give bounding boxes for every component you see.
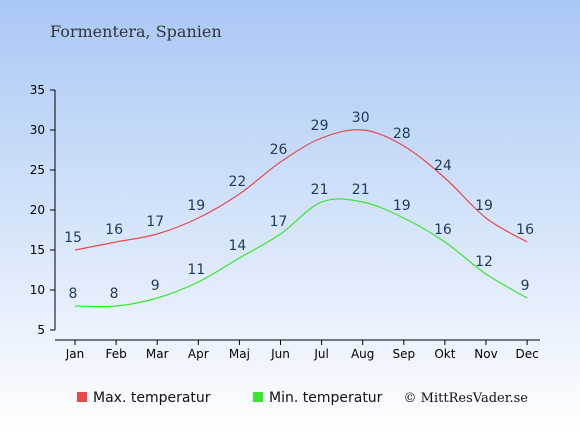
x-tick-label: Sep [392,347,415,361]
data-label-min: 8 [69,286,78,302]
legend-min-swatch [253,392,263,402]
data-label-max: 28 [393,126,411,142]
data-label-max: 22 [228,174,246,190]
x-tick-label: Jan [65,347,85,361]
y-tick-label: 15 [30,243,45,257]
data-label-max: 26 [270,142,288,158]
y-tick-label: 5 [37,323,45,337]
x-tick-label: Nov [474,347,497,361]
x-tick-label: Dec [515,347,538,361]
data-label-max: 17 [146,214,164,230]
series-line-max [74,129,528,251]
data-label-max: 29 [311,118,329,134]
data-label-min: 8 [110,286,119,302]
x-tick-label: Jun [270,347,290,361]
data-labels: 15 16 17 19 22 26 29 30 28 24 19 16 8 8 9 11 14 17 21 21 19 1… [64,110,534,302]
data-label-min: 16 [434,222,452,238]
credit-text: © MittResVader.se [404,391,529,406]
data-label-min: 21 [311,182,329,198]
data-label-min: 21 [352,182,370,198]
x-tick-label: Feb [105,347,126,361]
x-tick-label: Apr [188,347,209,361]
data-label-max: 19 [187,198,205,214]
series-lines [74,129,528,308]
x-tick-label: Maj [229,347,250,361]
x-tick-label: Okt [434,347,455,361]
data-label-max: 16 [105,222,123,238]
x-axis-ticks: Jan Feb Mar Apr Maj Jun Jul Aug Sep Okt Nov Dec [65,340,539,361]
y-axis-ticks: 5 10 15 20 25 30 35 [30,83,55,337]
data-label-min: 9 [151,278,160,294]
legend-max-label: Max. temperatur [93,390,211,406]
data-label-max: 16 [516,222,534,238]
y-tick-label: 30 [30,123,45,137]
series-line-min [74,198,528,308]
data-label-min: 14 [228,238,246,254]
data-label-max: 24 [434,158,452,174]
x-tick-label: Aug [351,347,374,361]
legend-max-swatch [77,392,87,402]
y-tick-label: 20 [30,203,45,217]
y-tick-label: 25 [30,163,45,177]
data-label-min: 11 [187,262,205,278]
y-tick-label: 35 [30,83,45,97]
data-label-max: 30 [352,110,370,126]
data-label-min: 9 [521,278,530,294]
chart-title: Formentera, Spanien [50,22,222,41]
data-label-max: 19 [475,198,493,214]
data-label-max: 15 [64,230,82,246]
data-label-min: 19 [393,198,411,214]
data-label-min: 17 [270,214,288,230]
x-tick-label: Jul [313,347,328,361]
y-tick-label: 10 [30,283,45,297]
legend: Max. temperatur Min. temperatur [77,390,383,406]
x-tick-label: Mar [146,347,169,361]
data-label-min: 12 [475,254,493,270]
legend-min-label: Min. temperatur [269,390,383,406]
